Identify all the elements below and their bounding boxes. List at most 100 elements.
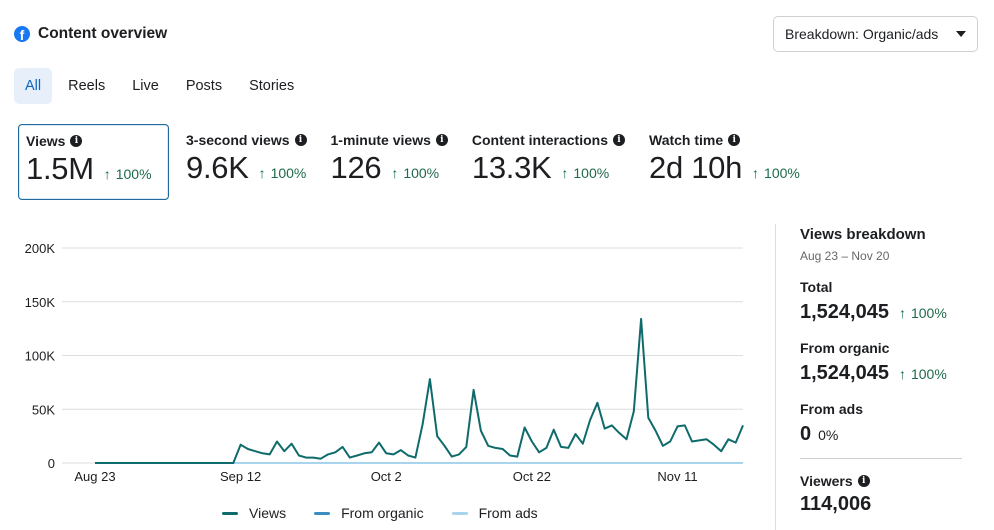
vertical-divider: [775, 224, 776, 530]
metric-label: 1-minute views: [330, 132, 431, 148]
data-point: [276, 441, 278, 443]
arrow-up-icon: ↑: [898, 305, 906, 321]
content-type-tabs: All Reels Live Posts Stories: [14, 68, 310, 104]
metric-value: 13.3K: [471, 150, 552, 185]
chart-legend: Views From organic From ads: [222, 505, 538, 521]
metric-label-row: 1-minute views i: [331, 132, 448, 148]
legend-swatch: [314, 511, 331, 515]
data-point: [262, 452, 264, 454]
info-icon[interactable]: i: [70, 135, 83, 147]
breakdown-value-row: 1,524,045 ↑ 100%: [800, 362, 980, 385]
metric-delta: ↑ 100%: [104, 166, 152, 182]
data-point: [473, 389, 475, 391]
legend-label: Views: [249, 505, 287, 521]
data-point: [371, 451, 373, 453]
data-point: [291, 443, 293, 445]
data-point: [582, 443, 584, 445]
data-point: [480, 430, 482, 432]
metric-delta: ↑ 100%: [752, 165, 800, 181]
metric-value: 126: [330, 150, 382, 185]
data-point: [458, 453, 460, 455]
data-point: [334, 451, 336, 453]
data-point: [524, 427, 526, 429]
breakdown-divider: [800, 458, 962, 459]
tab-stories[interactable]: Stories: [249, 78, 295, 94]
metric-value: 9.6K: [186, 150, 249, 185]
legend-item-from-organic[interactable]: From organic: [314, 505, 424, 521]
info-icon[interactable]: i: [728, 134, 741, 146]
metric-cards: Views i 1.5M ↑ 100% 3-second views i 9.6K ↑…: [18, 124, 817, 200]
facebook-logo-letter: f: [19, 27, 25, 42]
data-point: [735, 442, 737, 444]
metric-value-row: 1.5M ↑ 100%: [26, 151, 161, 187]
x-tick-label: Sep 12: [220, 469, 261, 484]
info-icon[interactable]: i: [435, 134, 448, 146]
metric-value-row: 126 ↑ 100%: [331, 150, 448, 186]
tab-posts[interactable]: Posts: [185, 78, 223, 94]
data-point: [451, 456, 453, 458]
tab-all[interactable]: All: [14, 68, 53, 104]
metric-label: Watch time: [649, 132, 724, 148]
metric-label: Views: [26, 133, 66, 149]
legend-label: From organic: [341, 505, 424, 521]
legend-item-views[interactable]: Views: [222, 505, 286, 521]
breakdown-date-range: Aug 23 – Nov 20: [800, 249, 890, 263]
data-point: [611, 424, 613, 426]
tab-reels[interactable]: Reels: [68, 78, 106, 94]
y-tick-label: 150K: [25, 295, 56, 310]
data-point: [727, 438, 729, 440]
facebook-logo-icon: f: [14, 26, 30, 42]
metric-label-row: Content interactions i: [472, 132, 625, 148]
y-tick-label: 100K: [25, 349, 56, 364]
data-point: [254, 450, 256, 452]
views-line-chart: 0 50K 100K 150K 200K Aug 23 Sep 12 Oct 2 Oct 22 N…: [25, 241, 744, 484]
breakdown-dropdown[interactable]: Breakdown: Organic/ads: [773, 16, 978, 52]
series-line-views: [95, 317, 744, 464]
data-point: [422, 423, 424, 425]
arrow-up-icon: ↑: [752, 165, 760, 181]
metric-value: 2d 10h: [649, 150, 743, 185]
data-point: [502, 448, 504, 450]
arrow-up-icon: ↑: [103, 166, 111, 182]
data-point: [698, 439, 700, 441]
info-icon[interactable]: i: [613, 134, 625, 146]
data-point: [269, 453, 271, 455]
data-point: [393, 453, 395, 455]
metric-delta: ↑ 100%: [391, 165, 439, 181]
breakdown-value: 114,006: [800, 493, 872, 515]
metric-value-row: 9.6K ↑ 100%: [186, 150, 307, 186]
metric-card-content-interactions[interactable]: Content interactions i 13.3K ↑ 100%: [465, 124, 632, 200]
legend-item-from-ads[interactable]: From ads: [451, 505, 538, 521]
info-icon[interactable]: i: [857, 475, 870, 487]
data-point: [684, 424, 686, 426]
breakdown-delta: ↑ 100%: [899, 366, 947, 382]
arrow-up-icon: ↑: [898, 366, 906, 382]
metric-card-3-second-views[interactable]: 3-second views i 9.6K ↑ 100%: [179, 124, 314, 200]
data-point: [400, 449, 402, 451]
tab-live[interactable]: Live: [132, 78, 159, 94]
breakdown-label: Viewers: [800, 473, 853, 489]
metric-delta: ↑ 100%: [561, 165, 609, 181]
info-icon[interactable]: i: [294, 134, 307, 146]
data-point: [312, 457, 314, 459]
data-point: [553, 429, 555, 431]
data-point: [465, 446, 467, 448]
legend-swatch: [222, 511, 238, 515]
metric-label-row: 3-second views i: [186, 132, 307, 148]
data-point: [363, 452, 365, 454]
breakdown-item-viewers: Viewers i 114,006: [800, 473, 980, 516]
x-tick-label: Aug 23: [74, 469, 115, 484]
data-point: [538, 451, 540, 453]
metric-card-1-minute-views[interactable]: 1-minute views i 126 ↑ 100%: [324, 124, 455, 200]
y-tick-label: 200K: [25, 241, 56, 256]
metric-label: 3-second views: [186, 132, 290, 148]
metric-card-watch-time[interactable]: Watch time i 2d 10h ↑ 100%: [642, 124, 807, 200]
x-tick-label: Oct 22: [513, 469, 551, 484]
data-point: [414, 457, 416, 459]
data-point: [247, 448, 249, 450]
data-point: [633, 410, 635, 412]
data-point: [677, 425, 679, 427]
metric-label: Content interactions: [471, 132, 608, 148]
data-point: [94, 462, 96, 464]
metric-card-views[interactable]: Views i 1.5M ↑ 100%: [18, 124, 169, 200]
